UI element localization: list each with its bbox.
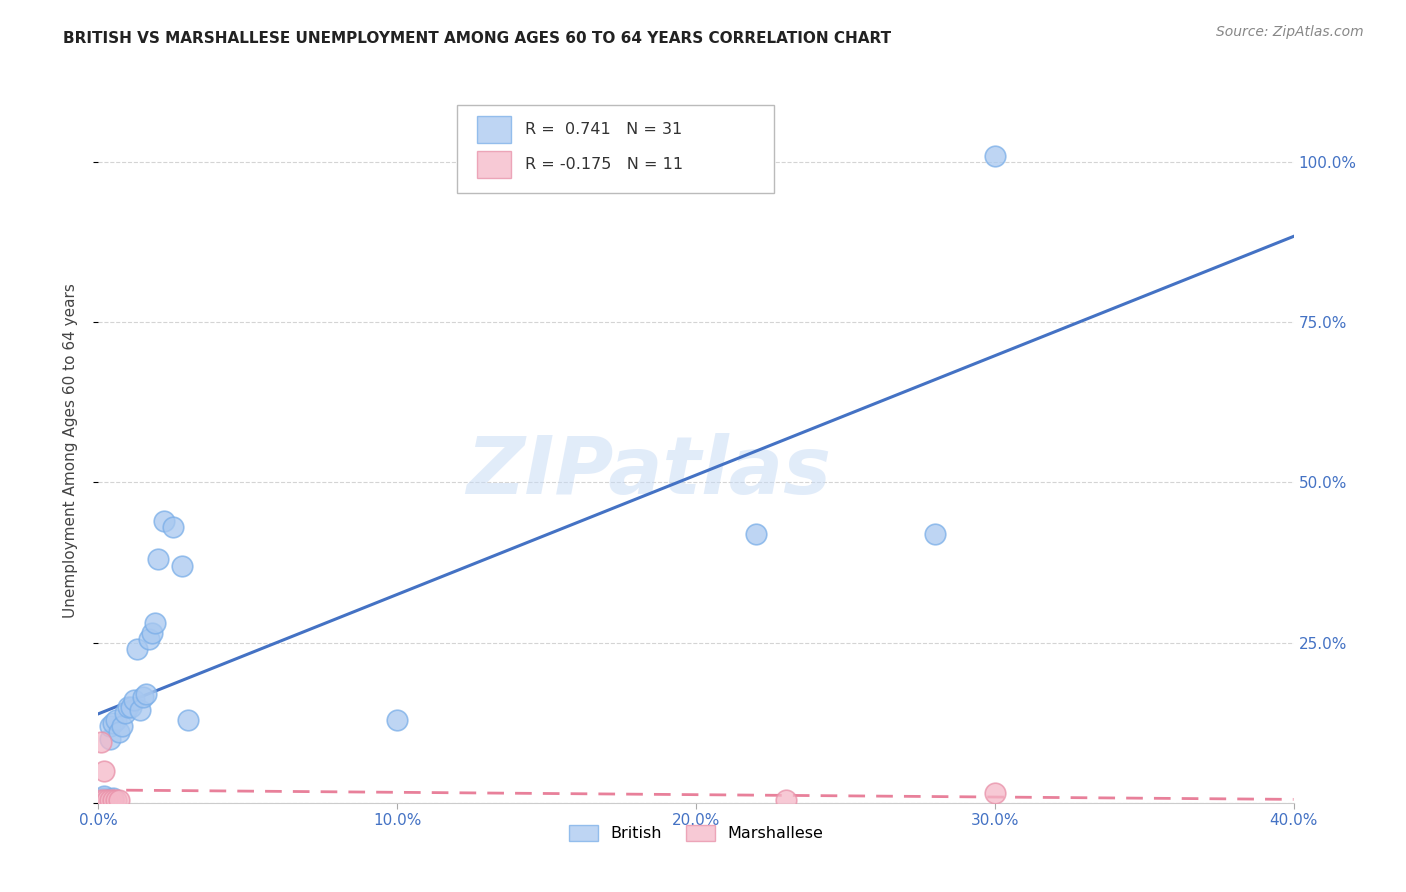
Point (177, 713, 200, 727)
Point (984, 149, 1007, 163)
Point (120, 699, 142, 714)
Point (93, 792, 115, 806)
Bar (477, 151, 510, 178)
Point (96, 792, 118, 806)
Point (96, 792, 118, 806)
Point (90, 792, 112, 806)
Point (111, 719, 134, 733)
Point (924, 526, 946, 541)
Legend: British, Marshallese: British, Marshallese (562, 818, 830, 847)
Point (148, 552, 170, 566)
Point (98, 719, 122, 733)
Point (93, 790, 115, 805)
Point (108, 792, 131, 806)
Point (114, 706, 136, 720)
Point (385, 713, 409, 727)
Point (138, 632, 160, 647)
FancyBboxPatch shape (457, 105, 773, 194)
Point (775, 792, 797, 806)
Point (984, 786, 1007, 800)
Point (105, 713, 128, 727)
Point (132, 690, 155, 705)
Point (124, 693, 146, 707)
Bar (477, 116, 510, 143)
Point (103, 792, 125, 806)
Point (103, 790, 125, 805)
Point (105, 792, 128, 806)
Point (162, 520, 184, 534)
Point (98, 731, 122, 746)
Point (103, 715, 125, 730)
Point (117, 699, 139, 714)
Text: Source: ZipAtlas.com: Source: ZipAtlas.com (1216, 25, 1364, 39)
Point (108, 725, 131, 739)
Point (129, 703, 152, 717)
Point (127, 642, 149, 657)
Point (745, 526, 768, 541)
Y-axis label: Unemployment Among Ages 60 to 64 years: Unemployment Among Ages 60 to 64 years (63, 283, 77, 618)
Point (90, 792, 112, 806)
Point (135, 687, 157, 701)
Text: BRITISH VS MARSHALLESE UNEMPLOYMENT AMONG AGES 60 TO 64 YEARS CORRELATION CHART: BRITISH VS MARSHALLESE UNEMPLOYMENT AMON… (63, 31, 891, 46)
Point (93, 764, 115, 778)
Point (90, 735, 112, 749)
Point (93, 789, 115, 804)
Point (141, 626, 163, 640)
Point (172, 558, 194, 573)
Point (98, 792, 122, 806)
Text: R = -0.175   N = 11: R = -0.175 N = 11 (524, 157, 683, 171)
Point (143, 616, 166, 631)
Text: R =  0.741   N = 31: R = 0.741 N = 31 (524, 122, 682, 136)
Point (153, 514, 176, 528)
Text: ZIPatlas: ZIPatlas (465, 433, 831, 510)
